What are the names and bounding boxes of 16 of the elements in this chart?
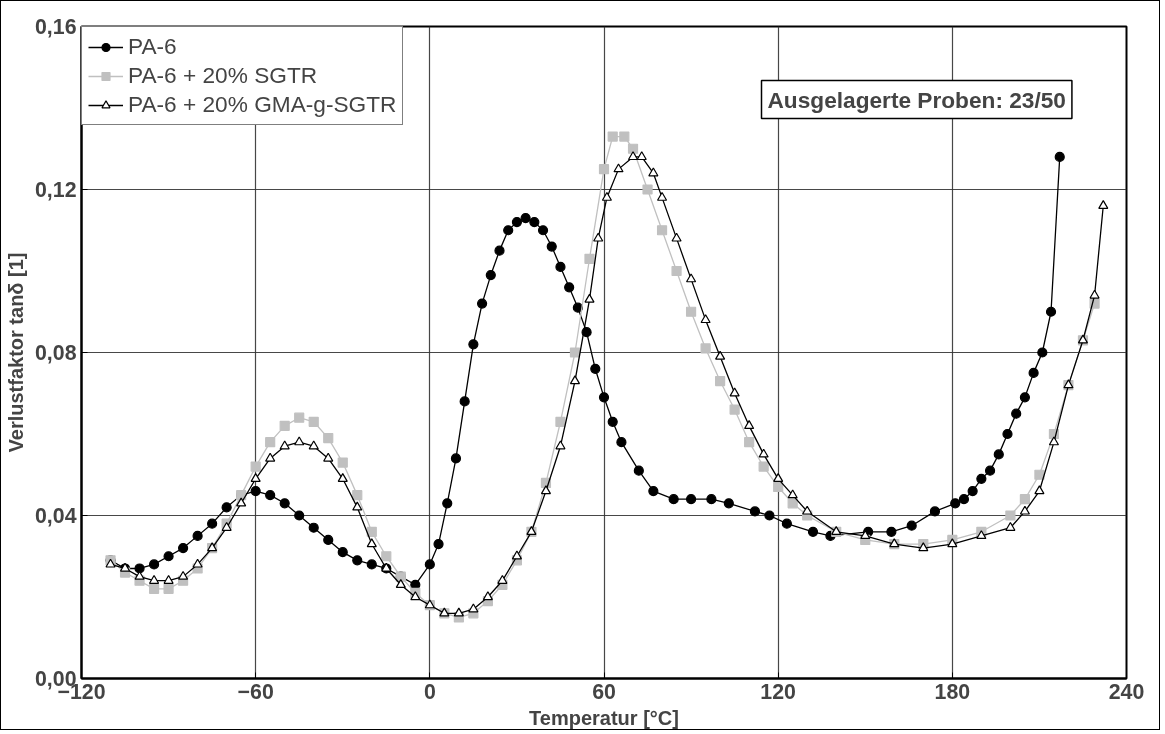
x-tick-label: 180 [934, 679, 971, 704]
legend-label: PA-6 + 20% GMA-g-SGTR [128, 91, 397, 118]
x-tick-label: 0 [423, 679, 436, 704]
x-axis-title: Temperatur [°C] [529, 706, 679, 729]
y-axis-title: Verlustfaktor tanδ [1] [4, 252, 27, 453]
y-tick-label: 0,08 [34, 341, 77, 365]
x-tick-label: 240 [1108, 679, 1145, 704]
x-tick-label: 120 [760, 679, 796, 704]
y-tick-label: 0,16 [34, 15, 77, 39]
legend-label: PA-6 + 20% SGTR [128, 62, 318, 89]
annotation: Ausgelagerte Proben: 23/50 [767, 86, 1066, 113]
x-tick-label: 60 [592, 679, 616, 704]
x-tick-label: −60 [237, 679, 274, 704]
y-tick-label: 0,12 [34, 178, 77, 202]
y-tick-label: 0,04 [34, 504, 77, 528]
legend-label: PA-6 [128, 33, 177, 60]
